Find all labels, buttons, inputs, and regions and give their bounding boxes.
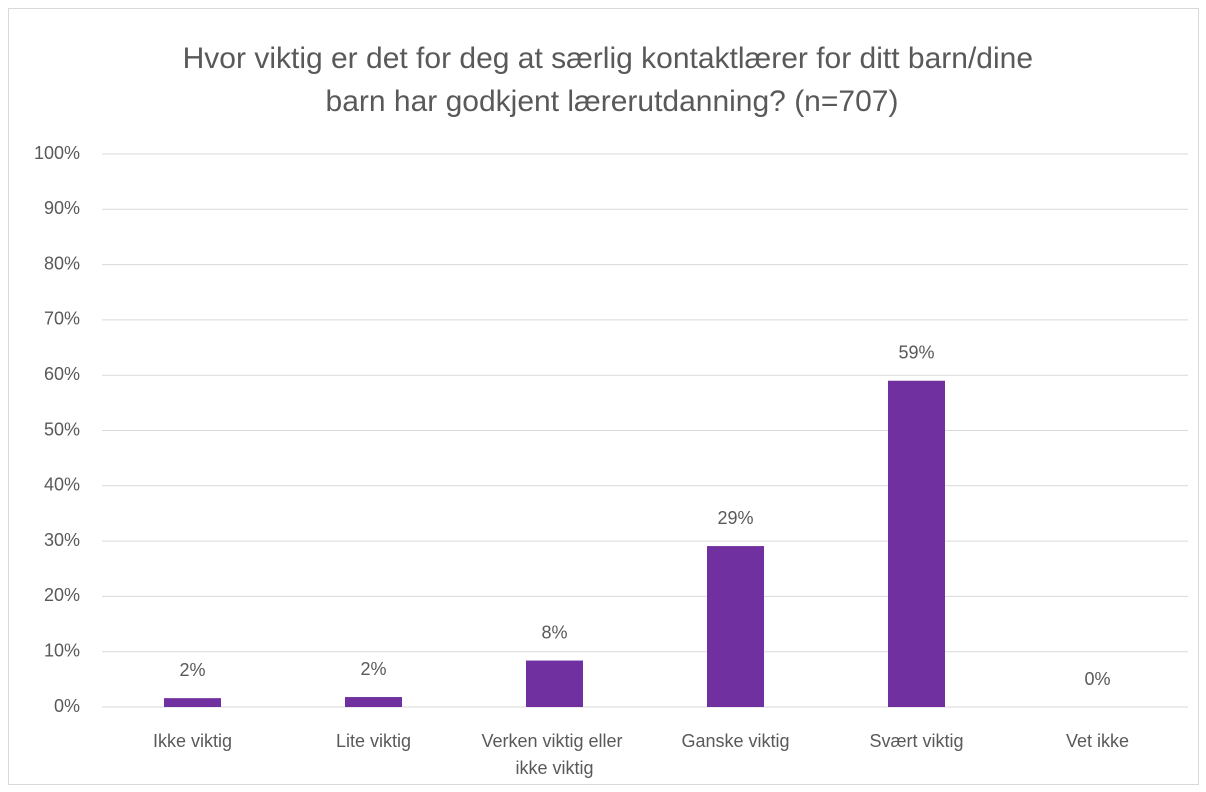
data-label: 2%	[179, 660, 205, 680]
y-tick-label: 60%	[44, 364, 80, 384]
y-tick-label: 100%	[34, 143, 80, 163]
x-tick-label: Vet ikke	[1066, 731, 1129, 751]
data-label: 2%	[360, 659, 386, 679]
y-tick-label: 90%	[44, 198, 80, 218]
data-label: 59%	[898, 342, 934, 362]
y-tick-label: 40%	[44, 475, 80, 495]
x-tick-label: Svært viktig	[869, 731, 963, 751]
chart-title: Hvor viktig er det for deg at særlig kon…	[183, 42, 1042, 118]
chart-frame	[8, 8, 1199, 785]
bar	[526, 660, 583, 707]
bar	[164, 698, 221, 707]
x-tick-label: Ganske viktig	[681, 731, 789, 751]
bar	[345, 697, 402, 707]
y-tick-label: 70%	[44, 309, 80, 329]
data-label: 8%	[541, 622, 567, 642]
data-label: 0%	[1084, 669, 1110, 689]
y-tick-label: 10%	[44, 640, 80, 660]
bar	[888, 380, 945, 707]
x-tick-label: Ikke viktig	[153, 731, 232, 751]
bar	[707, 546, 764, 707]
y-tick-label: 0%	[54, 696, 80, 716]
y-tick-label: 30%	[44, 530, 80, 550]
x-tick-label: Lite viktig	[336, 731, 411, 751]
y-tick-label: 80%	[44, 253, 80, 273]
y-tick-label: 20%	[44, 585, 80, 605]
x-tick-label: Verken viktig eller ikke viktig	[481, 731, 627, 778]
y-tick-label: 50%	[44, 419, 80, 439]
data-label: 29%	[717, 508, 753, 528]
